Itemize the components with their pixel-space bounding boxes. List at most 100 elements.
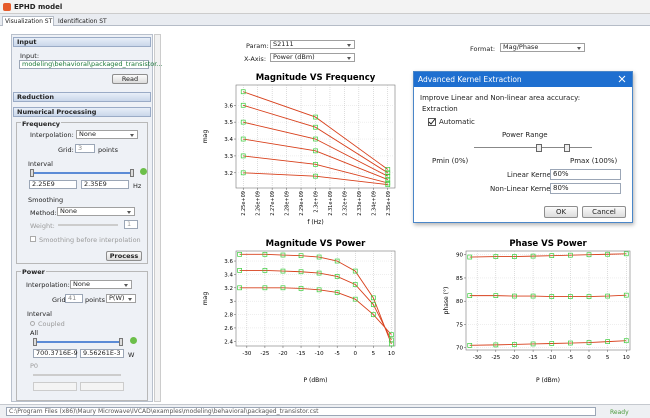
data-point	[240, 102, 246, 108]
x-tick-label: 2.33e+09	[357, 191, 363, 216]
min-field[interactable]: 2.25E9	[29, 180, 77, 189]
data-point	[568, 340, 573, 346]
field-disabled	[33, 382, 77, 391]
series-line	[243, 155, 388, 184]
tab[interactable]: Identification ST	[58, 18, 107, 25]
section-header[interactable]: Numerical Processing	[13, 107, 151, 117]
data-point	[623, 251, 629, 257]
nonlinear-field[interactable]: 80%	[550, 183, 621, 194]
x-tick-label: 5	[372, 351, 376, 357]
slider-thumb[interactable]	[536, 144, 542, 152]
plot-area	[235, 84, 396, 189]
label: Interpolation:	[26, 281, 70, 289]
y-tick-label: 3.2	[224, 171, 233, 177]
series-line	[239, 253, 392, 345]
y-tick-label: 90	[456, 253, 463, 259]
dropdown[interactable]: P(W)	[106, 294, 136, 303]
app-icon	[3, 3, 11, 11]
label: Extraction	[422, 105, 458, 113]
data-point	[370, 312, 376, 317]
label: Method:	[30, 209, 57, 217]
check-icon	[428, 118, 436, 125]
data-point	[530, 253, 536, 259]
x-tick-label: 2.26e+09	[256, 191, 262, 216]
close-button[interactable]	[618, 75, 626, 83]
slider-track[interactable]	[33, 341, 121, 343]
y-tick-label: 3	[230, 299, 234, 305]
data-point	[385, 182, 391, 187]
dropdown[interactable]: Power (dBm)	[270, 53, 355, 62]
slider-track[interactable]	[33, 374, 121, 376]
dropdown[interactable]: Mag/Phase	[500, 43, 585, 52]
apply-icon[interactable]	[140, 168, 147, 175]
field-disabled	[80, 382, 124, 391]
data-point	[385, 167, 391, 172]
weight-field[interactable]: 1	[124, 220, 138, 229]
cancel-button[interactable]: Cancel	[582, 206, 626, 218]
ok-button[interactable]: OK	[544, 206, 578, 218]
max-field[interactable]: 9.56261E-3	[80, 349, 124, 358]
label: Format:	[470, 45, 496, 53]
dropdown[interactable]: None	[70, 280, 132, 289]
slider-thumb[interactable]	[30, 169, 34, 177]
data-point	[389, 332, 394, 337]
x-tick-label: -5	[334, 351, 340, 357]
linear-field[interactable]: 60%	[550, 169, 621, 180]
series-line	[469, 253, 627, 258]
tab[interactable]: Visualization ST	[2, 16, 54, 26]
unit: Hz	[133, 182, 142, 190]
slider-thumb[interactable]	[33, 338, 37, 346]
label: points	[85, 296, 105, 304]
checkbox[interactable]	[30, 236, 36, 242]
data-point	[313, 148, 318, 154]
apply-icon[interactable]	[130, 337, 137, 344]
slider-thumb[interactable]	[130, 169, 134, 177]
dropdown[interactable]: S2111	[270, 40, 355, 49]
data-point	[385, 177, 391, 182]
grid-field[interactable]: 41	[65, 294, 83, 303]
scrollbar[interactable]	[154, 34, 161, 402]
slider-thumb[interactable]	[119, 338, 123, 346]
data-point	[352, 282, 358, 287]
section-header[interactable]: Reduction	[13, 92, 151, 102]
data-point	[512, 254, 517, 259]
x-tick-label: -30	[242, 351, 251, 357]
slider-track[interactable]	[474, 147, 592, 148]
data-point	[623, 338, 629, 344]
read-button[interactable]: Read	[112, 74, 148, 84]
section-header[interactable]: Input	[13, 37, 151, 47]
slider-track[interactable]	[30, 172, 134, 174]
power-group	[16, 271, 148, 401]
radio[interactable]	[30, 321, 35, 326]
group-title: Power	[21, 268, 46, 276]
data-point	[240, 89, 246, 95]
chart-title: Phase VS Power	[509, 239, 587, 249]
process-button[interactable]: Process	[106, 251, 142, 261]
checkbox[interactable]	[428, 118, 436, 126]
y-tick-label: 2.4	[224, 339, 233, 345]
label: Smoothing before interpolation	[39, 236, 141, 244]
slider-track[interactable]	[58, 224, 118, 226]
x-tick-label: -15	[529, 355, 538, 361]
y-tick-label: 85	[456, 276, 463, 282]
data-point	[240, 153, 246, 159]
x-tick-label: -25	[260, 351, 269, 357]
data-point	[298, 269, 304, 275]
min-field[interactable]: 700.3716E-9	[33, 349, 78, 358]
label: Power Range	[502, 131, 548, 139]
grid-field[interactable]: 3	[75, 144, 95, 153]
dropdown[interactable]: None	[57, 207, 135, 216]
slider-thumb[interactable]	[564, 144, 570, 152]
path-field[interactable]: modeling\behavioral\packaged_transistor.…	[19, 60, 163, 69]
x-tick-label: -5	[568, 355, 574, 361]
data-point	[568, 252, 573, 258]
series-line	[243, 91, 389, 170]
dropdown[interactable]: None	[76, 130, 138, 139]
y-axis-label: mag	[202, 130, 209, 144]
data-point	[493, 293, 499, 298]
x-tick-label: 2.27e+09	[270, 191, 276, 216]
max-field[interactable]: 2.35E9	[81, 180, 129, 189]
label: Interpolation:	[30, 131, 74, 139]
data-point	[313, 114, 318, 120]
y-tick-label: 70	[456, 346, 463, 352]
